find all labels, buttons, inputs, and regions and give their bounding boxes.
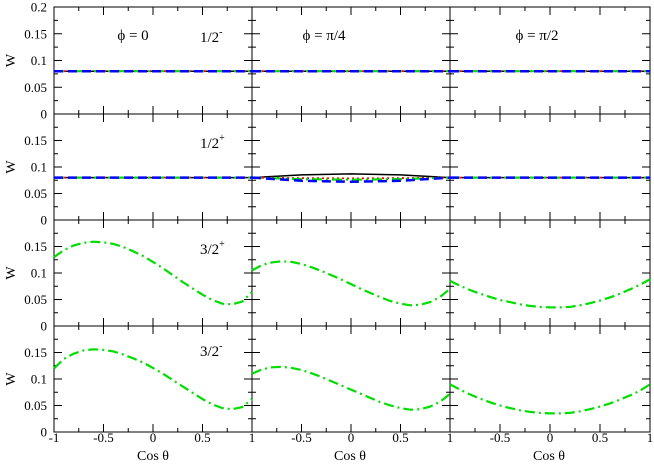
- y-axis-title: W: [4, 53, 19, 67]
- series-line: [449, 383, 651, 415]
- x-tick-label: 1: [249, 430, 256, 445]
- series-line: [251, 260, 451, 307]
- y-tick-label: 0: [41, 425, 48, 440]
- y-tick-label: 0.15: [24, 133, 47, 148]
- panel-frame: [449, 325, 651, 433]
- y-tick-label: 0.05: [24, 186, 47, 201]
- annotations: ϕ = 0 ϕ = π/4 ϕ = π/2 1/2- 1/2+ 3/2+ 3/2-: [117, 27, 558, 360]
- x-tick-label: 1: [447, 430, 454, 445]
- panel-frame: [449, 113, 651, 221]
- series-line: [251, 173, 451, 179]
- y-tick-label: 0.1: [31, 266, 47, 281]
- x-tick-label: 0: [547, 430, 554, 445]
- panel-frame: [53, 219, 253, 327]
- panel-frame: [449, 6, 651, 115]
- y-tick-label: 0.1: [31, 372, 47, 387]
- y-tick-label: 0.15: [24, 239, 47, 254]
- y-tick-label: 0.15: [24, 26, 47, 41]
- x-axis-title: Cos θ: [533, 449, 565, 464]
- x-axis-title: Cos θ: [137, 449, 169, 464]
- x-tick-label: 0: [348, 430, 355, 445]
- data-series: [53, 69, 651, 415]
- series-line: [53, 240, 253, 306]
- y-tick-label: 0.1: [31, 53, 47, 68]
- phi-label: ϕ = π/2: [515, 28, 558, 44]
- y-tick-label: 0.05: [24, 80, 47, 95]
- y-tick-label: 0.1: [31, 160, 47, 175]
- panel-frame: [53, 6, 253, 115]
- y-tick-label: 0.05: [24, 398, 47, 413]
- y-tick-label: 0.2: [31, 0, 47, 15]
- y-tick-label: 0.15: [24, 345, 47, 360]
- state-label: 3/2-: [200, 341, 223, 360]
- state-label: 1/2-: [200, 27, 223, 46]
- x-tick-label: -0.5: [490, 430, 511, 445]
- y-tick-label: 0: [41, 319, 48, 334]
- panel-frame: [53, 113, 253, 221]
- x-tick-label: 0.5: [194, 430, 210, 445]
- y-tick-label: 0: [41, 213, 48, 228]
- tick-labels: 0 0.05 0.1 0.15 0.2 W 0 0.05 0.1 0.15 W 0 0.05 0.1 0.1…: [4, 0, 653, 445]
- series-line: [251, 176, 451, 184]
- x-axis-title: Cos θ: [334, 449, 366, 464]
- y-tick-label: 0.05: [24, 292, 47, 307]
- panel-frame: [251, 219, 451, 327]
- x-tick-label: 1: [647, 430, 654, 445]
- x-tick-label: -0.5: [291, 430, 312, 445]
- series-line: [251, 365, 451, 411]
- series-line: [53, 348, 253, 411]
- y-tick-label: 0: [41, 107, 48, 122]
- x-tick-label: -0.5: [93, 430, 114, 445]
- panel-frame: [251, 325, 451, 433]
- tick-marks: [53, 6, 651, 433]
- x-tick-label: 0.5: [592, 430, 608, 445]
- x-tick-label: 0: [150, 430, 157, 445]
- panel-frame: [251, 113, 451, 221]
- y-axis-title: W: [4, 160, 19, 174]
- x-tick-label: 0.5: [392, 430, 408, 445]
- series-line: [449, 278, 651, 309]
- y-axis-title: W: [4, 372, 19, 386]
- state-label: 1/2+: [200, 133, 225, 152]
- phi-label: ϕ = π/4: [302, 28, 346, 44]
- panel-frame: [251, 6, 451, 115]
- state-label: 3/2+: [200, 239, 225, 258]
- series-line: [251, 176, 451, 181]
- y-axis-title: W: [4, 266, 19, 280]
- x-tick-label: -1: [49, 430, 60, 445]
- panel-frame: [449, 219, 651, 327]
- phi-label: ϕ = 0: [117, 28, 148, 44]
